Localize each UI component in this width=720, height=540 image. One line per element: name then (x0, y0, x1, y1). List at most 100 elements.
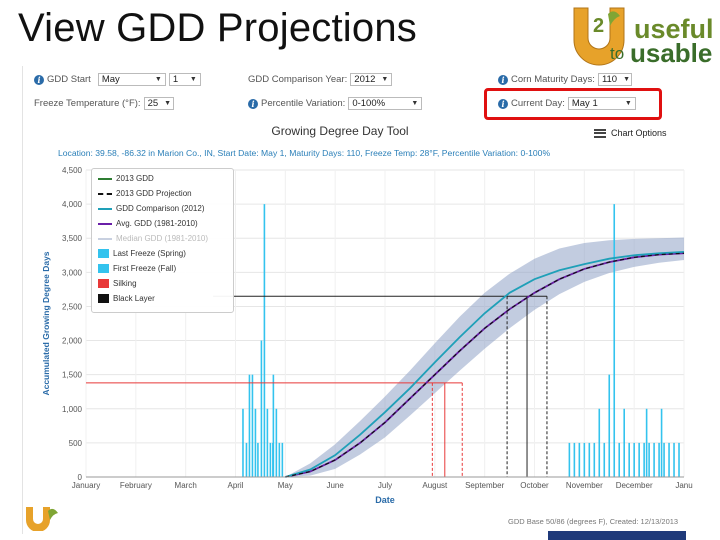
legend-swatch (98, 279, 109, 288)
gdd-start-month-value: May (101, 74, 120, 85)
percentile-band (285, 237, 684, 477)
legend-label: Black Layer (113, 294, 155, 303)
y-tick-label: 500 (69, 439, 83, 448)
legend-swatch (98, 177, 112, 180)
chevron-down-icon: ▼ (164, 100, 172, 107)
corn-maturity-label: Corn Maturity Days: (511, 74, 595, 85)
gdd-start-day-value: 1 (172, 74, 179, 85)
u2u-logo-icon: 2 (573, 7, 625, 66)
current-day-control: i Current Day: May 1 ▼ (498, 97, 636, 110)
freeze-temp-value: 25 (147, 98, 159, 109)
current-day-label: Current Day: (511, 98, 565, 109)
legend-item[interactable]: 2013 GDD Projection (98, 189, 192, 198)
percentile-label: Percentile Variation: (261, 98, 346, 109)
freeze-temp-select[interactable]: 25 ▼ (143, 97, 174, 110)
current-day-highlight (484, 88, 662, 120)
corn-maturity-control: i Corn Maturity Days: 110 ▼ (498, 73, 632, 86)
current-day-select[interactable]: May 1 ▼ (567, 97, 636, 110)
legend-label: GDD Comparison (2012) (116, 204, 205, 213)
legend-label: Last Freeze (Spring) (113, 249, 186, 258)
x-tick-label: January (72, 481, 100, 490)
y-tick-label: 0 (78, 473, 83, 482)
legend-item[interactable]: GDD Comparison (2012) (98, 204, 204, 213)
x-axis-label: Date (375, 495, 395, 505)
x-tick-label: April (227, 481, 243, 490)
gdd-start-day-select[interactable]: 1 ▼ (168, 73, 201, 86)
y-tick-label: 4,000 (62, 200, 83, 209)
current-day-value: May 1 (571, 98, 598, 109)
series-lines (285, 250, 685, 478)
legend-item[interactable]: Avg. GDD (1981-2010) (98, 219, 198, 228)
x-tick-label: August (422, 481, 448, 490)
percentile-band-area (285, 237, 684, 477)
legend-item[interactable]: Black Layer (98, 294, 155, 303)
legend-item[interactable]: Silking (98, 279, 137, 288)
chevron-down-icon: ▼ (154, 76, 162, 83)
chevron-down-icon: ▼ (381, 76, 389, 83)
freeze-bars (242, 204, 680, 477)
info-icon[interactable]: i (498, 74, 508, 85)
comparison-year-control: GDD Comparison Year: 2012 ▼ (248, 73, 393, 86)
freeze-temp-control: Freeze Temperature (°F): 25 ▼ (34, 97, 174, 110)
gdd-start-label: GDD Start (47, 74, 91, 85)
y-tick-label: 1,500 (62, 371, 83, 380)
freeze-temp-label: Freeze Temperature (°F): (34, 98, 141, 109)
u2u-small-logo-icon (26, 507, 58, 531)
y-tick-label: 2,000 (62, 337, 83, 346)
chevron-down-icon: ▼ (189, 76, 197, 83)
x-tick-label: July (378, 481, 392, 490)
chart-options-label: Chart Options (611, 128, 667, 138)
y-tick-label: 3,000 (62, 268, 83, 277)
legend-label: 2013 GDD (116, 174, 154, 183)
svg-text:2: 2 (593, 15, 604, 37)
chart-subtitle: Location: 39.58, -86.32 in Marion Co., I… (58, 148, 551, 158)
legend-swatch (98, 207, 112, 210)
percentile-value: 0-100% (352, 98, 386, 109)
x-tick-label: September (465, 481, 504, 490)
gdd-start-month-select[interactable]: May ▼ (97, 73, 166, 86)
x-tick-label: June (326, 481, 344, 490)
menu-icon (594, 128, 606, 138)
info-icon[interactable]: i (248, 98, 258, 109)
chart-axes: 0 500 1,000 1,500 2,000 2,500 3,000 3,500 4,000 4… (41, 166, 693, 505)
legend-item[interactable]: Last Freeze (Spring) (98, 249, 186, 258)
y-tick-label: 1,000 (62, 405, 83, 414)
gdd-start-control: i GDD Start May ▼ 1 ▼ (34, 73, 201, 86)
x-tick-label: December (616, 481, 653, 490)
comparison-year-label: GDD Comparison Year: (248, 74, 348, 85)
legend-item[interactable]: First Freeze (Fall) (98, 264, 176, 273)
percentile-control: i Percentile Variation: 0-100% ▼ (248, 97, 423, 110)
chart-options-button[interactable]: Chart Options (594, 128, 667, 138)
corn-maturity-select[interactable]: 110 ▼ (597, 73, 632, 86)
percentile-select[interactable]: 0-100% ▼ (348, 97, 423, 110)
y-axis-label: Accumulated Growing Degree Days (41, 251, 51, 395)
projection-line (285, 252, 685, 478)
footer-bar (548, 531, 686, 540)
logo-to-text: to (610, 44, 625, 63)
chevron-down-icon: ▼ (624, 100, 632, 107)
x-tick-label: Janu (675, 481, 692, 490)
legend-label: Silking (113, 279, 137, 288)
comparison-year-select[interactable]: 2012 ▼ (350, 73, 393, 86)
legend-label: Avg. GDD (1981-2010) (116, 219, 198, 228)
info-icon[interactable]: i (498, 98, 508, 109)
y-tick-label: 3,500 (62, 234, 83, 243)
legend-swatch (98, 222, 112, 225)
x-tick-label: November (566, 481, 603, 490)
legend-swatch (98, 294, 109, 303)
logo-useful-text: useful (634, 14, 714, 44)
footer-note: GDD Base 50/86 (degrees F), Created: 12/… (508, 517, 679, 526)
legend-swatch (98, 264, 109, 273)
chevron-down-icon: ▼ (623, 76, 631, 83)
legend-item[interactable]: 2013 GDD (98, 174, 154, 183)
reference-lines (86, 295, 548, 477)
legend-item[interactable]: Median GDD (1981-2010) (98, 234, 208, 243)
x-tick-label: March (175, 481, 197, 490)
legend-swatch (98, 237, 112, 240)
legend-swatch (98, 192, 112, 195)
x-tick-label: February (120, 481, 152, 490)
corn-maturity-value: 110 (601, 74, 618, 85)
info-icon[interactable]: i (34, 74, 44, 85)
chart-title: Growing Degree Day Tool (271, 124, 409, 138)
x-tick-label: May (278, 481, 293, 490)
